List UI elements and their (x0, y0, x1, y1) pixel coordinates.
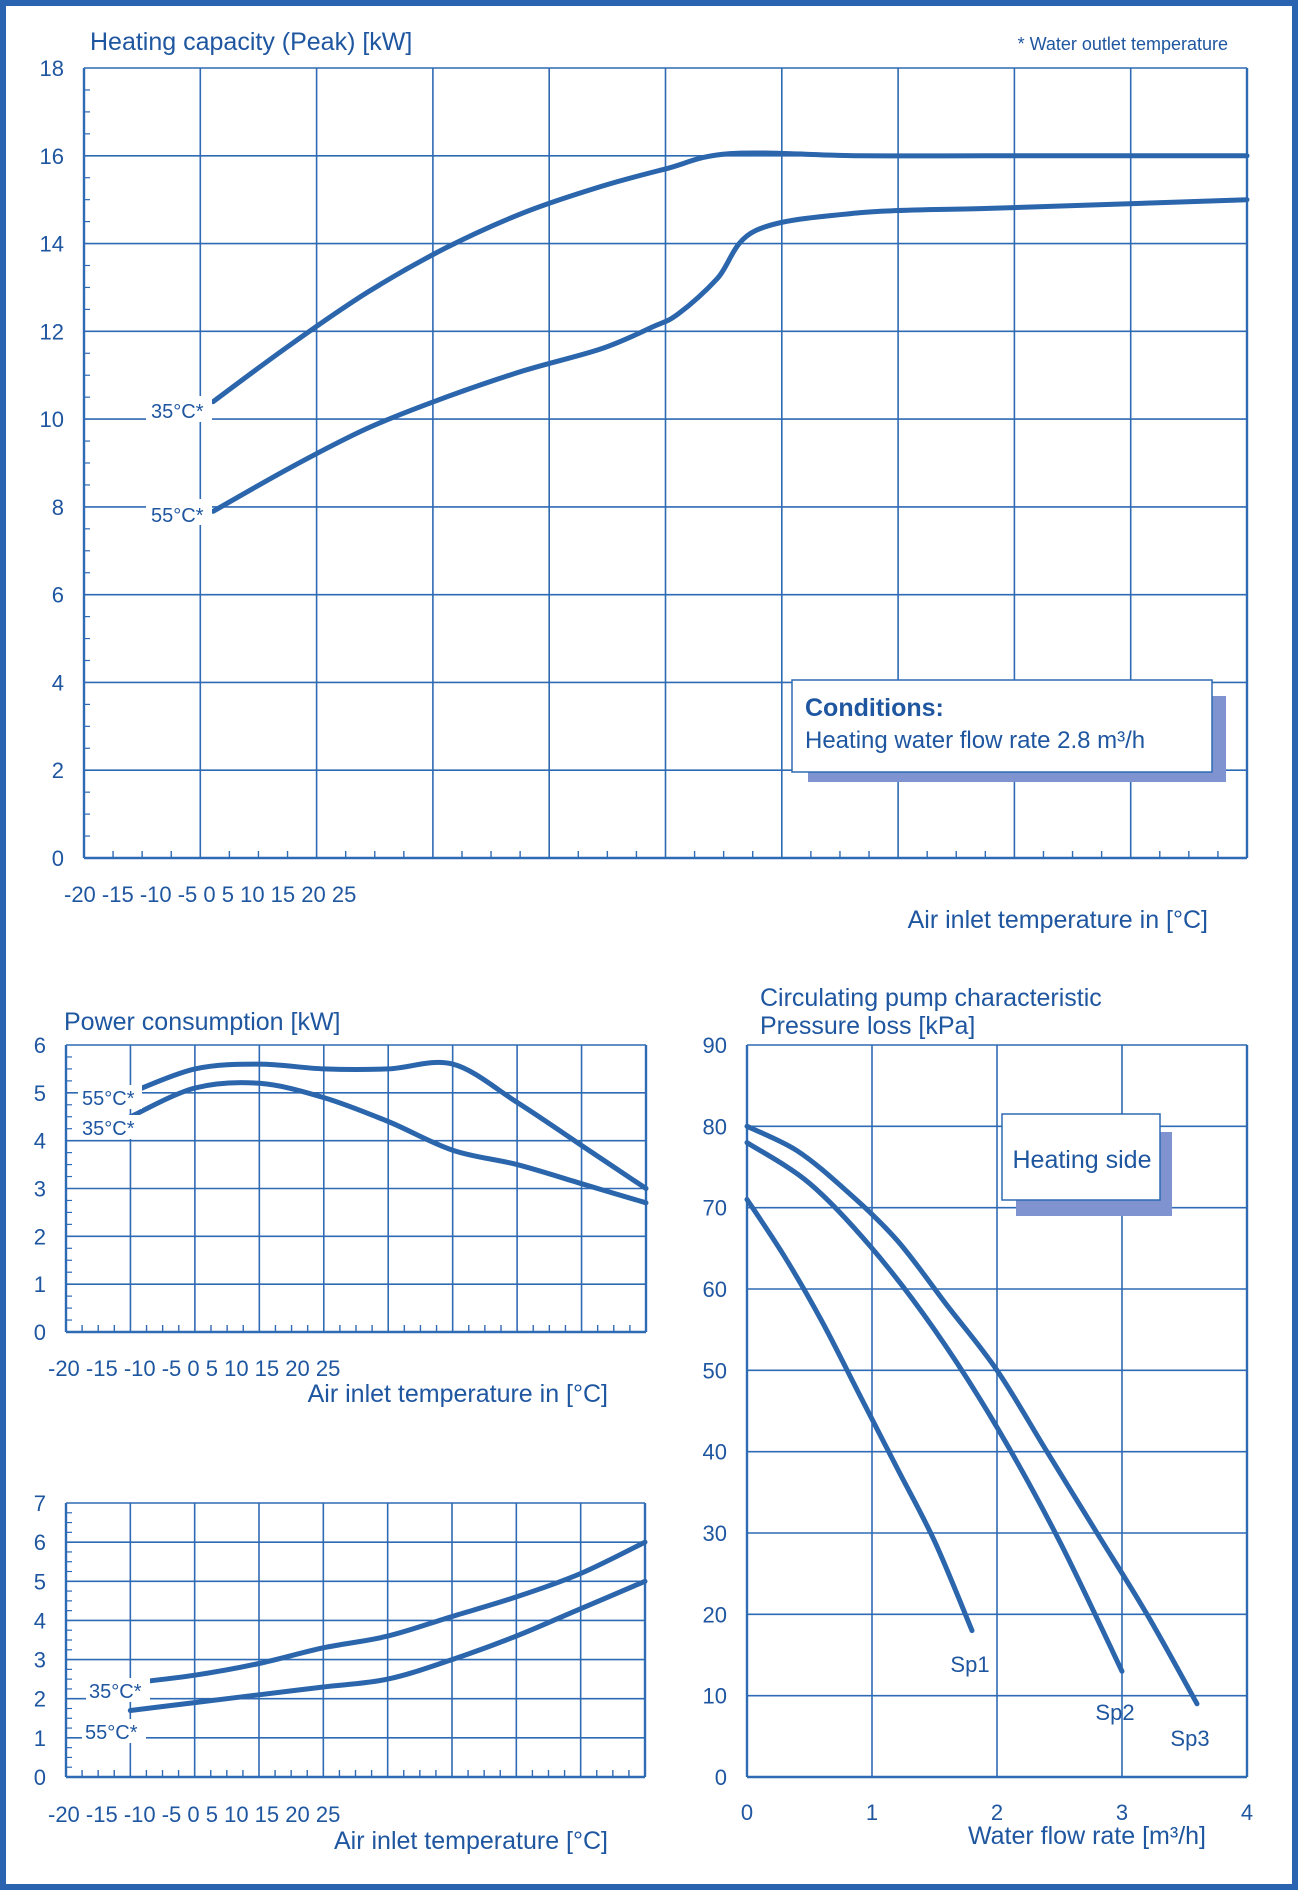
heating-y-tick-label: 4 (52, 670, 64, 695)
pump-y-tick-label: 60 (703, 1277, 727, 1302)
heating-y-tick-label: 12 (40, 319, 64, 344)
heating-y-tick-label: 16 (40, 144, 64, 169)
pump-y-tick-label: 40 (703, 1440, 727, 1465)
pump-x-tick-label: 3 (1116, 1800, 1128, 1825)
pump-series-label-sp1: Sp1 (950, 1652, 989, 1677)
pump-series-line-1 (744, 1140, 1125, 1674)
heating-series-label-35: 35°C* (151, 401, 204, 423)
cop-y-tick-label: 7 (34, 1491, 46, 1516)
power-label-bg-0 (78, 1085, 142, 1109)
power-y-tick-label: 1 (34, 1272, 46, 1297)
cop-label-bg-1 (82, 1719, 146, 1743)
cop-series-line-1 (127, 1578, 648, 1713)
pump-y-tick-label: 90 (703, 1033, 727, 1058)
pump-x-tick-label: 0 (741, 1800, 753, 1825)
heating-series-line-0 (210, 150, 1250, 405)
cop-x-label: Air inlet temperature [°C] (334, 1827, 608, 1855)
conditions-text: Heating water flow rate 2.8 m³/h (805, 727, 1145, 754)
power-y-tick-label: 2 (34, 1224, 46, 1249)
heating-y-tick-label: 14 (40, 232, 64, 257)
pump-x-tick-label: 4 (1241, 1800, 1253, 1825)
heating-series-line-1 (210, 197, 1250, 514)
pump-y-tick-label: 30 (703, 1521, 727, 1546)
cop-y-tick-label: 2 (34, 1687, 46, 1712)
heating-y-tick-label: 8 (52, 495, 64, 520)
heating-series-label-55: 55°C* (151, 505, 204, 527)
power-title: Power consumption [kW] (64, 1008, 341, 1036)
heating-side-label: Heating side (1013, 1146, 1152, 1174)
power-x-label: Air inlet temperature in [°C] (308, 1380, 608, 1408)
conditions-box (791, 679, 1213, 773)
conditions-title: Conditions: (805, 694, 944, 722)
heating-y-tick-label: 6 (52, 583, 64, 608)
cop-series-label-55: 55°C* (85, 1722, 138, 1744)
heating-x-tick-labels: -20 -15 -10 -5 0 5 10 15 20 25 (64, 882, 356, 907)
power-y-tick-label: 0 (34, 1320, 46, 1345)
cop-y-tick-label: 1 (34, 1726, 46, 1751)
cop-y-tick-label: 4 (34, 1608, 46, 1633)
heating-title: Heating capacity (Peak) [kW] (90, 28, 412, 56)
heating-note: * Water outlet temperature (1018, 34, 1228, 54)
pump-y-tick-label: 70 (703, 1196, 727, 1221)
pump-y-tick-label: 10 (703, 1684, 727, 1709)
heating-y-tick-label: 10 (40, 407, 64, 432)
power-series-line-0 (127, 1059, 649, 1191)
power-series-label-35: 35°C* (82, 1118, 135, 1140)
power-x-tick-labels: -20 -15 -10 -5 0 5 10 15 20 25 (48, 1356, 340, 1381)
pump-x-tick-label: 2 (991, 1800, 1003, 1825)
power-y-tick-label: 6 (34, 1033, 46, 1058)
power-y-tick-label: 4 (34, 1129, 46, 1154)
cop-y-tick-label: 6 (34, 1530, 46, 1555)
heating-y-tick-label: 18 (40, 56, 64, 81)
cop-y-tick-label: 0 (34, 1765, 46, 1790)
power-y-tick-label: 3 (34, 1177, 46, 1202)
heating-y-tick-label: 0 (52, 846, 64, 871)
pump-title: Circulating pump characteristic (760, 984, 1102, 1012)
power-series-line-1 (127, 1080, 649, 1206)
pump-series-label-sp2: Sp2 (1095, 1700, 1134, 1725)
cop-y-tick-label: 5 (34, 1569, 46, 1594)
cop-x-tick-labels: -20 -15 -10 -5 0 5 10 15 20 25 (48, 1802, 340, 1827)
heating-label-bg-1 (146, 499, 212, 525)
pump-x-label: Water flow rate [m³/h] (968, 1822, 1206, 1850)
pump-x-tick-label: 1 (866, 1800, 878, 1825)
heating-label-bg-0 (146, 396, 212, 422)
cop-series-label-35: 35°C* (89, 1681, 142, 1703)
heating-y-tick-label: 2 (52, 758, 64, 783)
pump-series-line-2 (744, 1123, 1200, 1707)
pump-y-tick-label: 50 (703, 1358, 727, 1383)
pump-subtitle: Pressure loss [kPa] (760, 1012, 975, 1040)
power-label-bg-1 (78, 1115, 142, 1139)
pump-y-tick-label: 0 (715, 1765, 727, 1790)
cop-series-line-0 (127, 1539, 648, 1686)
power-y-tick-label: 5 (34, 1081, 46, 1106)
pump-series-label-sp3: Sp3 (1170, 1726, 1209, 1751)
heating-x-label: Air inlet temperature in [°C] (908, 906, 1208, 934)
cop-y-tick-label: 3 (34, 1648, 46, 1673)
heating-side-box (1001, 1113, 1161, 1201)
pump-series-line-0 (744, 1197, 975, 1634)
pump-y-tick-label: 80 (703, 1114, 727, 1139)
pump-y-tick-label: 20 (703, 1602, 727, 1627)
cop-label-bg-0 (86, 1678, 150, 1702)
power-series-label-55: 55°C* (82, 1088, 135, 1110)
